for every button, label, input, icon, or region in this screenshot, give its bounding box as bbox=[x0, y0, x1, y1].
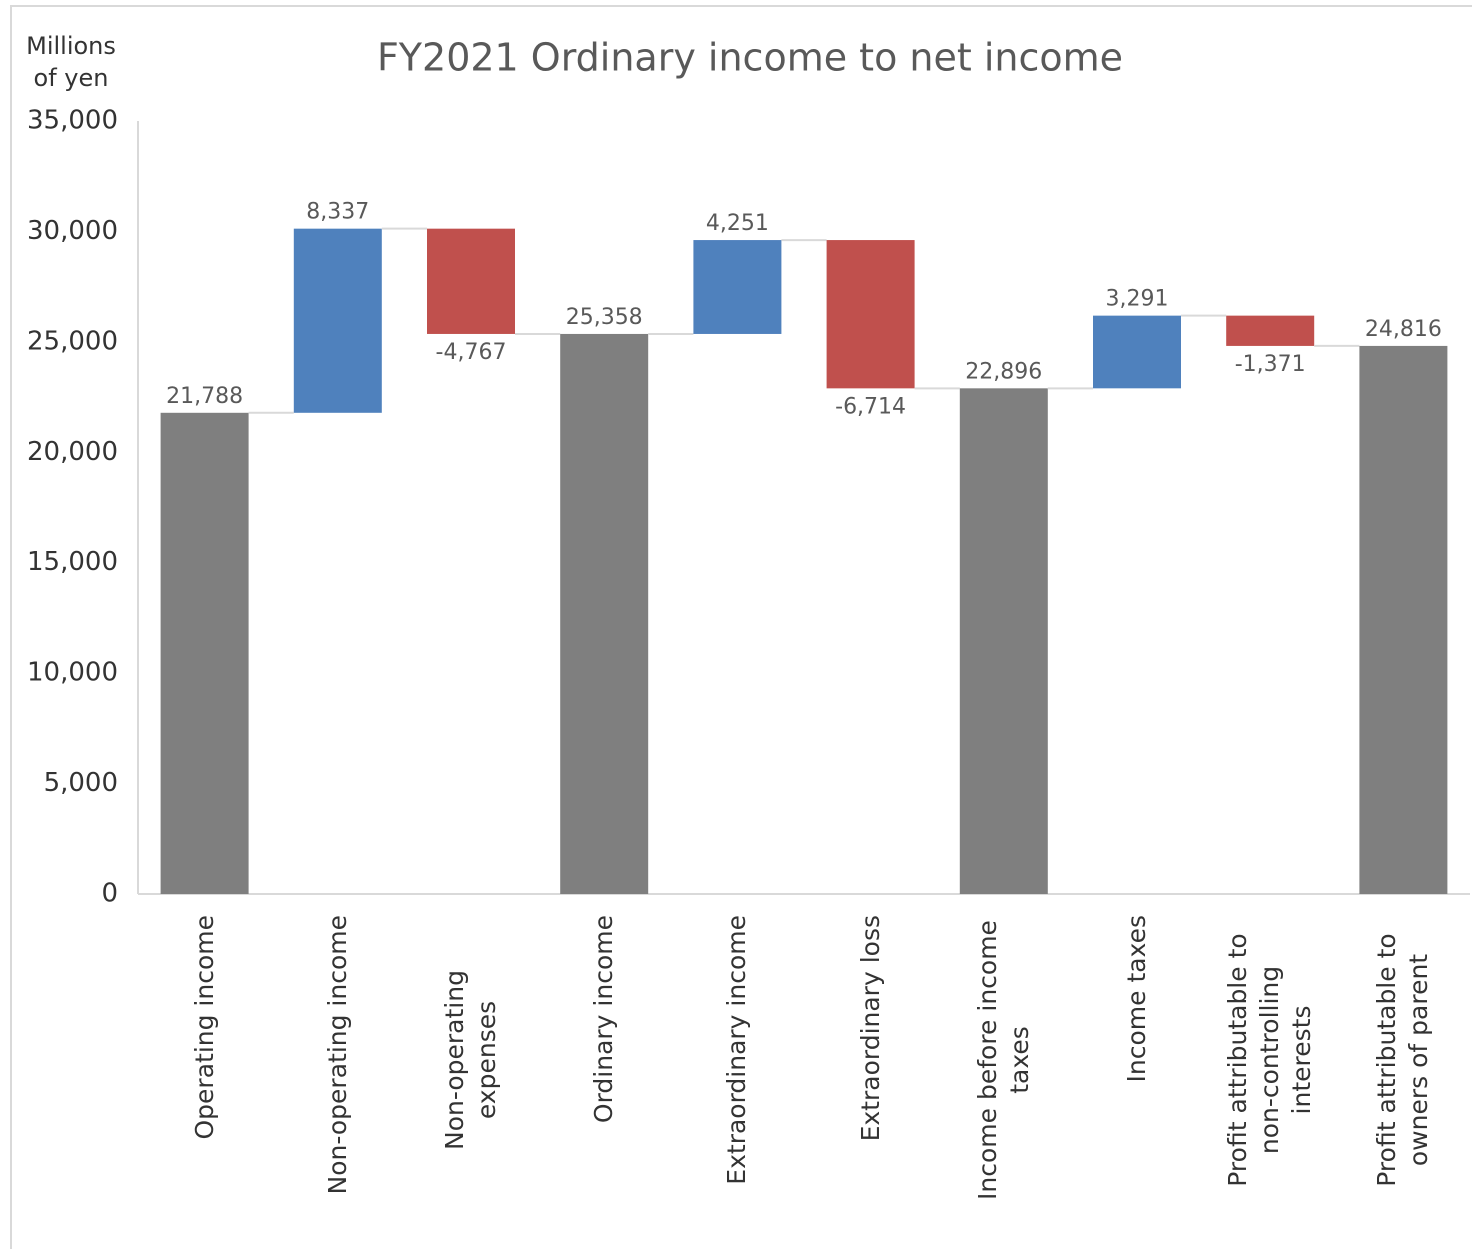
bar bbox=[160, 412, 249, 894]
chart-title: FY2021 Ordinary income to net income bbox=[377, 36, 1123, 80]
x-tick-text: Extraordinary income bbox=[722, 915, 752, 1185]
bar bbox=[1093, 315, 1181, 389]
bar bbox=[1359, 345, 1448, 895]
x-tick-label: Non-operating expenses bbox=[439, 915, 503, 1235]
y-tick-label: 20,000 bbox=[27, 437, 118, 467]
x-tick-text: Operating income bbox=[189, 915, 219, 1140]
x-tick-label: Income before income taxes bbox=[972, 915, 1036, 1235]
x-tick-label: Income taxes bbox=[1121, 915, 1153, 1235]
x-tick-text: Income before income taxes bbox=[972, 920, 1034, 1200]
bar bbox=[959, 388, 1048, 894]
value-label: 22,896 bbox=[965, 359, 1042, 384]
value-label: 25,358 bbox=[566, 305, 643, 330]
x-tick-text: Non-operating expenses bbox=[440, 970, 501, 1150]
y-tick-label: 25,000 bbox=[27, 326, 118, 356]
bar bbox=[427, 228, 515, 334]
value-label: 24,816 bbox=[1365, 317, 1442, 342]
x-tick-label: Operating income bbox=[189, 915, 221, 1235]
value-label: 21,788 bbox=[166, 384, 243, 409]
y-tick-label: 5,000 bbox=[44, 768, 118, 798]
chart-frame bbox=[10, 5, 1472, 1249]
x-tick-text: Extraordinary loss bbox=[855, 915, 885, 1142]
x-tick-label: Extraordinary loss bbox=[855, 915, 887, 1235]
x-tick-label: Profit attributable to non-controlling i… bbox=[1222, 915, 1318, 1235]
value-label: -6,714 bbox=[835, 394, 906, 419]
x-tick-text: Ordinary income bbox=[589, 915, 619, 1124]
y-tick-label: 35,000 bbox=[27, 106, 118, 136]
bar bbox=[826, 240, 915, 389]
bar bbox=[1226, 315, 1315, 346]
x-tick-text: Profit attributable to non-controlling i… bbox=[1223, 933, 1317, 1187]
x-tick-text: Profit attributable to owners of parent bbox=[1372, 933, 1434, 1187]
y-axis-label: Millions of yen bbox=[26, 32, 116, 92]
value-label: 4,251 bbox=[706, 211, 769, 236]
bar bbox=[693, 240, 782, 334]
value-label: 3,291 bbox=[1106, 287, 1169, 312]
x-tick-label: Non-operating income bbox=[322, 915, 354, 1235]
x-tick-label: Extraordinary income bbox=[721, 915, 753, 1235]
bar bbox=[293, 228, 382, 413]
value-label: -4,767 bbox=[436, 340, 507, 365]
y-tick-label: 10,000 bbox=[27, 658, 118, 688]
y-tick-label: 15,000 bbox=[27, 547, 118, 577]
value-label: -1,371 bbox=[1235, 352, 1306, 377]
x-tick-text: Non-operating income bbox=[322, 915, 352, 1195]
x-tick-text: Income taxes bbox=[1122, 915, 1151, 1083]
x-tick-label: Ordinary income bbox=[588, 915, 620, 1235]
y-tick-label: 30,000 bbox=[27, 216, 118, 246]
value-label: 8,337 bbox=[306, 200, 369, 225]
x-tick-label: Profit attributable to owners of parent bbox=[1371, 915, 1435, 1235]
y-tick-label: 0 bbox=[101, 879, 118, 909]
bar bbox=[560, 333, 649, 895]
